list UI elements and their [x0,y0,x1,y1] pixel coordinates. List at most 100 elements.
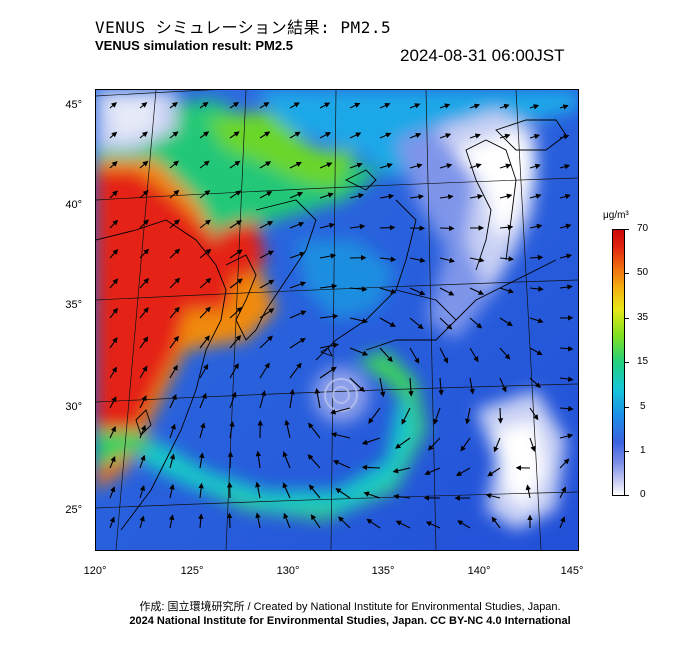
forecast-timestamp: 2024-08-31 06:00JST [400,46,565,65]
wind-arrow [282,482,291,499]
wind-arrow [109,278,119,289]
wind-arrow [529,133,541,140]
wind-arrow [109,190,118,199]
wind-arrow [409,257,426,263]
colorbar-label-70: 70 [637,223,649,234]
wind-arrow [259,279,275,289]
wind-arrow [455,467,471,476]
wind-arrow [439,103,451,109]
wind-arrow [109,249,119,259]
wind-arrow [409,194,425,200]
wind-arrow [319,313,339,320]
wind-arrow [559,163,571,170]
colorbar-tick [625,273,629,274]
wind-arrow [439,347,449,364]
wind-arrow [499,377,507,393]
wind-arrow [469,103,480,109]
wind-arrow [109,366,118,379]
wind-arrow [259,102,270,109]
wind-arrow [424,467,441,476]
wind-arrow [349,223,366,230]
wind-arrow [559,104,569,110]
wind-arrow [289,191,304,199]
wind-arrow [139,190,149,199]
wind-arrow [259,335,273,349]
lon-label-130: 130° [276,565,300,577]
wind-arrow [319,366,337,379]
wind-arrow [330,432,351,439]
wind-arrow [439,133,452,139]
wind-arrow [169,483,175,499]
wind-arrow [139,424,146,439]
wind-arrow [525,484,531,499]
wind-arrow [169,364,178,379]
wind-arrow [289,337,306,349]
wind-arrow [259,308,275,319]
wind-arrow [139,454,146,469]
wind-arrow [529,223,543,230]
wind-arrow [319,283,338,290]
wind-arrow [379,287,397,295]
lat-label-30: 30° [65,401,82,413]
wind-arrow [349,102,361,109]
wind-arrow [559,284,573,290]
wind-arrow [109,337,118,349]
wind-arrow [229,101,240,109]
wind-arrow [487,467,501,477]
wind-arrow [226,512,233,529]
wind-arrow [499,347,511,360]
wind-arrow [379,224,396,231]
wind-arrow [289,131,301,139]
lon-label-140: 140° [467,565,491,577]
wind-arrow [229,306,243,319]
wind-arrow [499,193,513,199]
wind-arrow [109,456,116,469]
wind-arrow [259,362,270,379]
wind-arrow [368,407,381,424]
wind-arrow [289,251,306,259]
wind-arrow [139,307,149,319]
colorbar-unit: μg/m³ [603,210,629,221]
wind-arrow [289,281,307,289]
wind-arrow [109,161,118,169]
wind-arrow [379,317,396,327]
wind-arrow [349,377,365,393]
colorbar-label-0: 0 [640,489,646,500]
wind-arrow [289,161,302,169]
wind-arrow [529,317,544,324]
wind-arrow [319,192,334,199]
wind-arrow [289,362,302,379]
colorbar-label-1: 1 [640,445,646,456]
wind-vectors [109,101,574,529]
wind-arrow [259,161,272,169]
wind-arrow [198,482,204,499]
wind-arrow [457,520,471,529]
wind-arrow [319,253,337,259]
wind-arrow [485,493,501,499]
colorbar [612,229,625,496]
lat-label-40: 40° [65,199,82,211]
wind-arrow [289,102,300,109]
wind-arrow [409,163,423,169]
wind-arrow [255,512,261,529]
wind-arrow [310,514,321,529]
colorbar-tick [625,229,629,230]
wind-arrow [109,102,117,109]
wind-arrow [395,520,411,529]
wind-arrow [139,395,147,409]
wind-arrow [139,336,149,349]
wind-arrow [283,512,291,529]
wind-arrow [469,163,482,169]
wind-arrow [169,219,180,229]
wind-arrow [363,491,381,499]
license-line: 2024 National Institute for Environmenta… [129,615,571,627]
wind-arrow [169,102,178,109]
colorbar-tick [625,495,629,496]
wind-arrow [499,317,513,327]
wind-arrow [199,248,212,259]
wind-arrow [109,307,118,319]
typhoon-center [324,378,358,412]
wind-arrow [529,347,543,356]
wind-arrow [319,342,340,349]
wind-arrow [379,132,392,139]
